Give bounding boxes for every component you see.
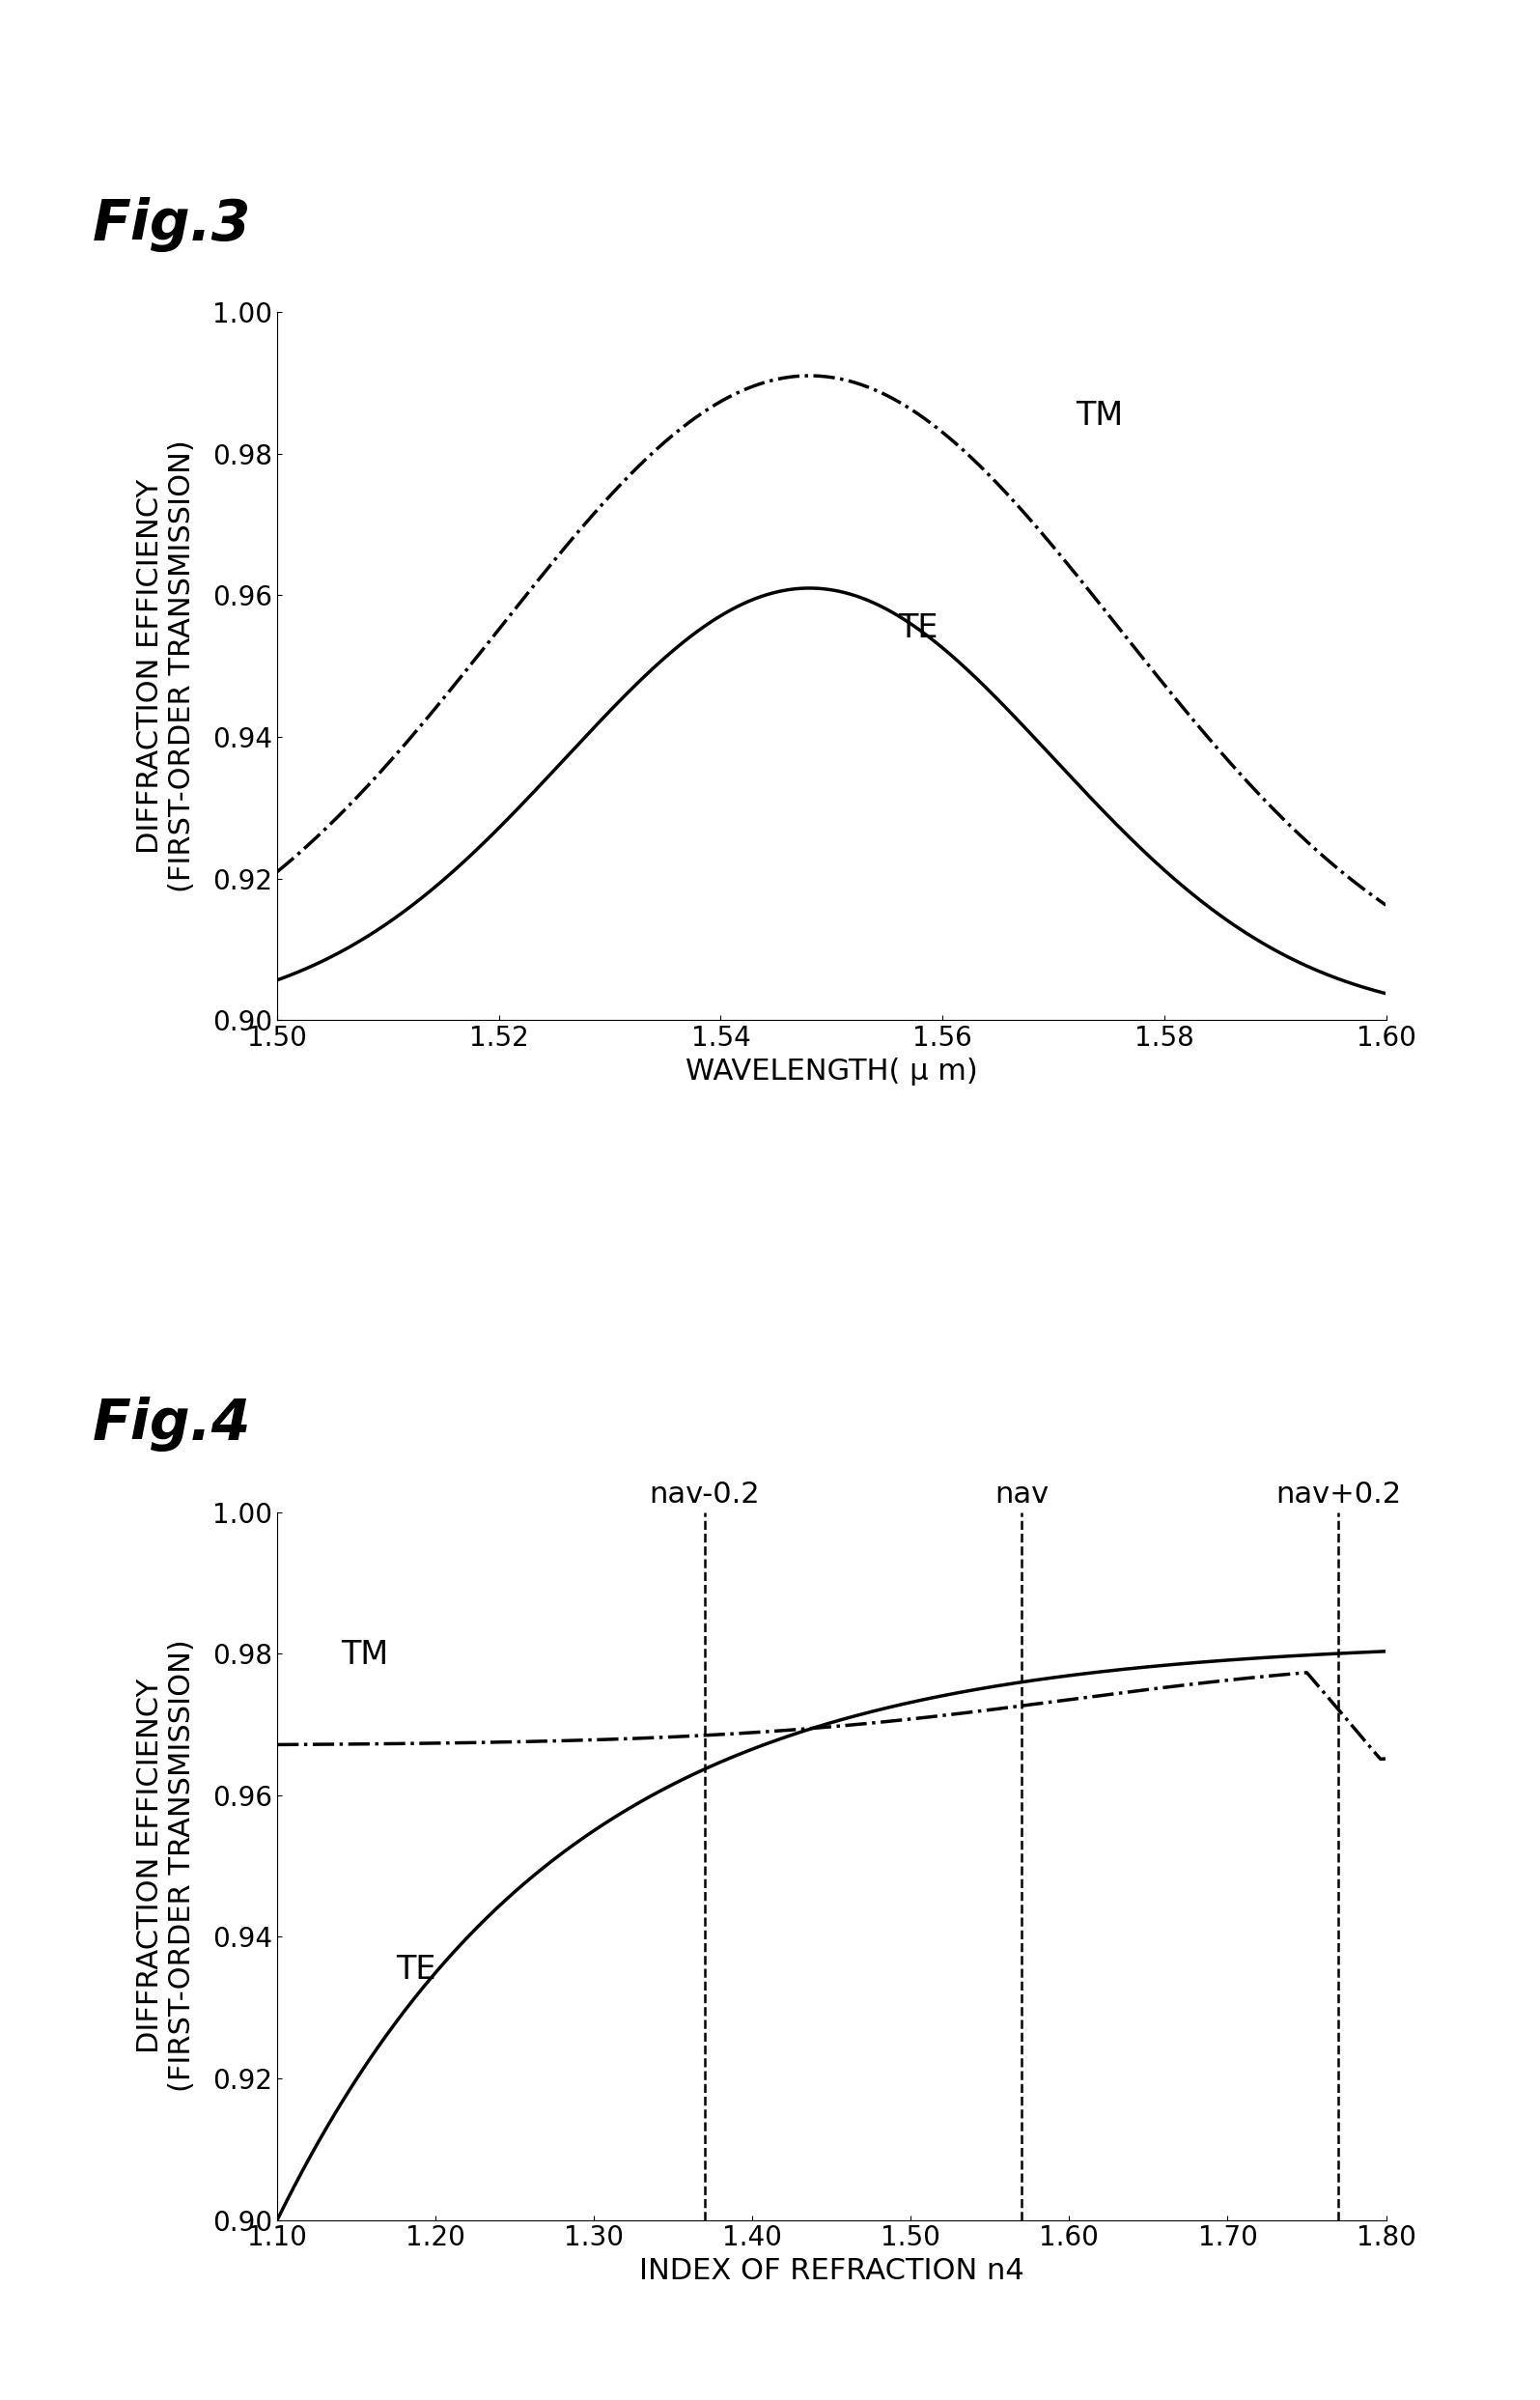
Text: TM: TM [1075,401,1123,432]
Text: nav+0.2: nav+0.2 [1275,1481,1401,1510]
X-axis label: INDEX OF REFRACTION n4: INDEX OF REFRACTION n4 [639,2256,1024,2285]
Text: Fig.3: Fig.3 [92,197,251,252]
Text: TM: TM [340,1639,388,1670]
Text: TE: TE [396,1954,436,1987]
Y-axis label: DIFFRACTION EFFICIENCY
(FIRST-ORDER TRANSMISSION): DIFFRACTION EFFICIENCY (FIRST-ORDER TRAN… [136,1639,197,2093]
Y-axis label: DIFFRACTION EFFICIENCY
(FIRST-ORDER TRANSMISSION): DIFFRACTION EFFICIENCY (FIRST-ORDER TRAN… [136,439,197,893]
Text: Fig.4: Fig.4 [92,1397,251,1452]
X-axis label: WAVELENGTH( μ m): WAVELENGTH( μ m) [685,1056,978,1085]
Text: TE: TE [898,612,938,646]
Text: nav: nav [995,1481,1049,1510]
Text: nav-0.2: nav-0.2 [650,1481,761,1510]
